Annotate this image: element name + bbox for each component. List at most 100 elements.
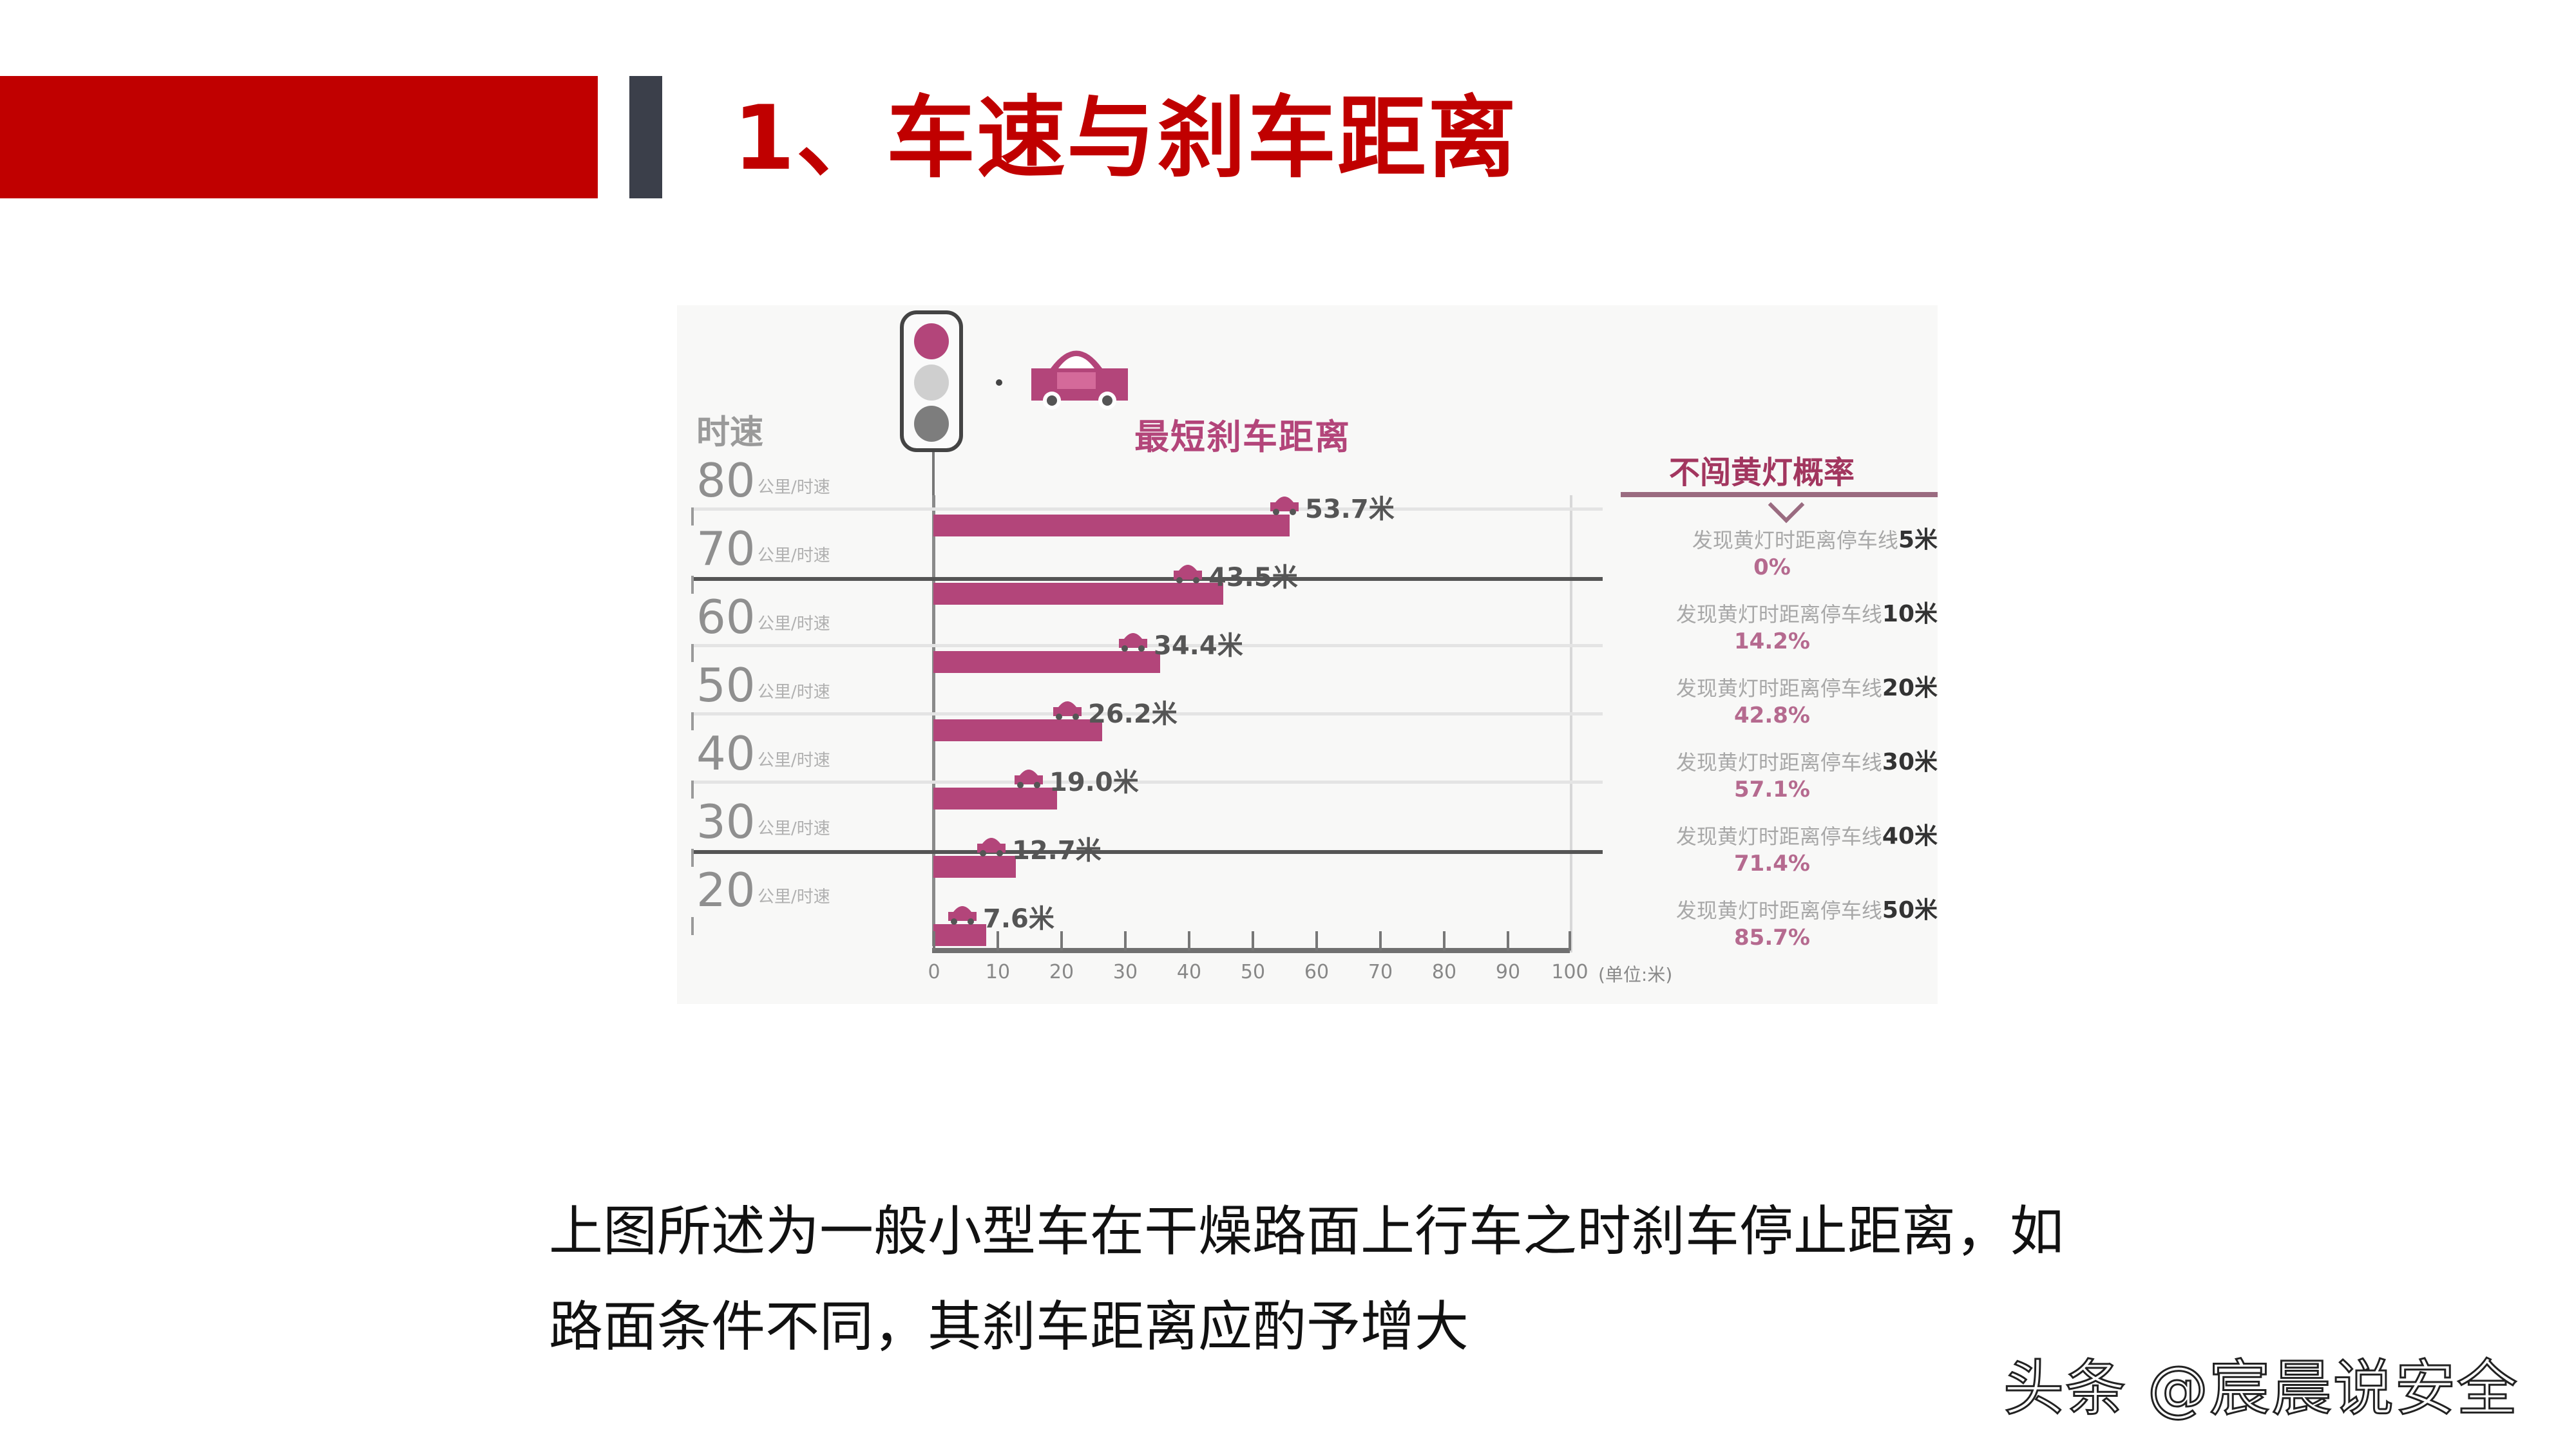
bar [933, 924, 986, 946]
row-tick [691, 576, 694, 594]
x-tick [997, 931, 999, 951]
bar [933, 651, 1160, 673]
speed-value: 40 [696, 726, 756, 781]
bar-chart-title: 最短刹车距离 [1134, 417, 1351, 457]
watermark: 头条 @宸晨说安全 [2003, 1353, 2519, 1425]
title-accent-block [0, 76, 598, 198]
speed-unit: 公里/时速 [758, 751, 830, 770]
row-tick [691, 917, 694, 935]
speed-unit: 公里/时速 [758, 819, 830, 838]
legend-item: 发现黄灯时距离停车线30米 57.1% [1675, 749, 1938, 802]
legend-rule [1621, 492, 1938, 497]
speed-value: 70 [696, 522, 756, 576]
bar-row-20: 20 公里/时速 7.6米 [677, 863, 1938, 946]
small-car-icon [1119, 633, 1147, 652]
speed-unit: 公里/时速 [758, 614, 830, 634]
speed-value: 20 [696, 863, 756, 917]
bar-value-label: 43.5米 [1208, 563, 1298, 592]
row-tick [691, 781, 694, 799]
traffic-light-pole [932, 452, 935, 497]
x-tick [1443, 931, 1445, 951]
small-car-icon [1270, 497, 1299, 515]
bar-row-30: 30 公里/时速 12.7米 [677, 795, 1938, 878]
row-separator-dark [691, 850, 1603, 854]
speed-value: 80 [696, 453, 756, 507]
x-tick-label: 60 [1304, 961, 1330, 983]
speed-unit: 公里/时速 [758, 546, 830, 565]
traffic-light-icon [900, 310, 963, 452]
title-divider-bar [629, 76, 662, 198]
bar-row-40: 40 公里/时速 19.0米 [677, 726, 1938, 810]
x-tick [1569, 931, 1571, 951]
x-tick-label: 80 [1431, 961, 1457, 983]
bar [933, 856, 1016, 878]
row-tick [691, 507, 694, 526]
legend-item: 发现黄灯时距离停车线20米 42.8% [1675, 675, 1938, 728]
small-car-icon [1015, 770, 1043, 788]
bar-row-70: 70 公里/时速 43.5米 [677, 522, 1938, 605]
x-tick [933, 931, 935, 951]
dot-icon [996, 379, 1002, 386]
row-separator-dark [691, 577, 1603, 581]
body-line-2: 路面条件不同，其刹车距离应酌予增大 [549, 1295, 1469, 1358]
legend-item: 发现黄灯时距离停车线40米 71.4% [1675, 823, 1938, 876]
x-tick [1124, 931, 1127, 951]
speed-value: 60 [696, 590, 756, 644]
car-icon [1031, 350, 1128, 410]
x-tick-label: 70 [1368, 961, 1393, 983]
x-axis [932, 948, 1570, 953]
red-light [914, 323, 949, 359]
speed-value: 50 [696, 658, 756, 712]
speed-unit: 公里/时速 [758, 683, 830, 702]
bar-row-60: 60 公里/时速 34.4米 [677, 590, 1938, 673]
bar [933, 515, 1290, 536]
x-tick [1188, 931, 1190, 951]
body-paragraph: 上图所述为一般小型车在干燥路面上行车之时刹车停止距离，如 路面条件不同，其刹车距… [549, 1184, 2095, 1374]
legend-item: 发现黄灯时距离停车线50米 85.7% [1675, 897, 1938, 951]
small-car-icon [1174, 565, 1202, 583]
x-tick [1315, 931, 1318, 951]
x-tick-label: 40 [1176, 961, 1202, 983]
small-car-icon [1053, 701, 1082, 720]
bar [933, 719, 1102, 741]
bar-value-label: 12.7米 [1012, 836, 1102, 866]
x-tick [1507, 931, 1509, 951]
green-light [914, 406, 949, 442]
row-separator [691, 712, 1603, 715]
bar [933, 788, 1057, 810]
bar-value-label: 19.0米 [1049, 768, 1139, 797]
legend-title: 不闯黄灯概率 [1669, 455, 1855, 491]
speed-unit: 公里/时速 [758, 478, 830, 497]
chart-right-border [1570, 495, 1572, 952]
row-separator [691, 507, 1603, 511]
bar-value-label: 26.2米 [1088, 699, 1178, 729]
yellow-light [914, 365, 949, 401]
bar-row-50: 50 公里/时速 26.2米 [677, 658, 1938, 741]
bar-row-80: 80 公里/时速 53.7米 [677, 453, 1938, 536]
x-tick-label: 10 [985, 961, 1011, 983]
speed-value: 30 [696, 795, 756, 849]
small-car-icon [948, 906, 977, 925]
body-line-1: 上图所述为一般小型车在干燥路面上行车之时刹车停止距离，如 [549, 1200, 2065, 1263]
row-tick [691, 644, 694, 662]
braking-distance-chart: 时速 最短刹车距离 80 公里/时速 53.7米 70 公里/时速 43.5米 … [677, 305, 1938, 1004]
small-car-icon [977, 838, 1006, 857]
x-tick [1379, 931, 1382, 951]
legend-item: 发现黄灯时距离停车线5米 0% [1692, 527, 1938, 580]
bar-value-label: 53.7米 [1305, 495, 1395, 524]
slide-title: 1、车速与刹车距离 [733, 86, 1518, 190]
row-tick [691, 712, 694, 730]
legend-item: 发现黄灯时距离停车线10米 14.2% [1675, 601, 1938, 654]
speed-header: 时速 [696, 413, 764, 452]
x-tick [1060, 931, 1063, 951]
x-tick-label: 50 [1240, 961, 1266, 983]
x-tick [1252, 931, 1254, 951]
bar-value-label: 7.6米 [983, 904, 1054, 934]
bar [933, 583, 1223, 605]
x-tick-label: 20 [1049, 961, 1074, 983]
x-axis-unit: (单位:米) [1598, 964, 1673, 985]
x-tick-label: 0 [928, 961, 940, 983]
row-tick [691, 849, 694, 867]
speed-unit: 公里/时速 [758, 887, 830, 907]
bar-value-label: 34.4米 [1154, 631, 1243, 661]
